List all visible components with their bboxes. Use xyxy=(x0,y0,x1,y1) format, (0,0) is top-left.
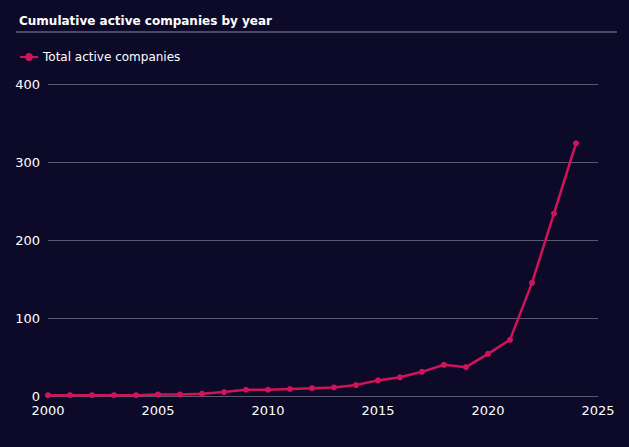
svg-text:300: 300 xyxy=(15,155,40,170)
svg-text:0: 0 xyxy=(32,389,40,404)
svg-text:2020: 2020 xyxy=(471,403,504,418)
svg-text:2000: 2000 xyxy=(31,403,64,418)
svg-text:Total active companies: Total active companies xyxy=(42,50,180,64)
svg-text:2005: 2005 xyxy=(141,403,174,418)
svg-text:2010: 2010 xyxy=(251,403,284,418)
svg-text:400: 400 xyxy=(15,77,40,92)
svg-text:200: 200 xyxy=(15,233,40,248)
svg-text:2025: 2025 xyxy=(581,403,614,418)
svg-text:Cumulative active companies by: Cumulative active companies by year xyxy=(19,14,272,28)
svg-text:100: 100 xyxy=(15,311,40,326)
svg-text:2015: 2015 xyxy=(361,403,394,418)
